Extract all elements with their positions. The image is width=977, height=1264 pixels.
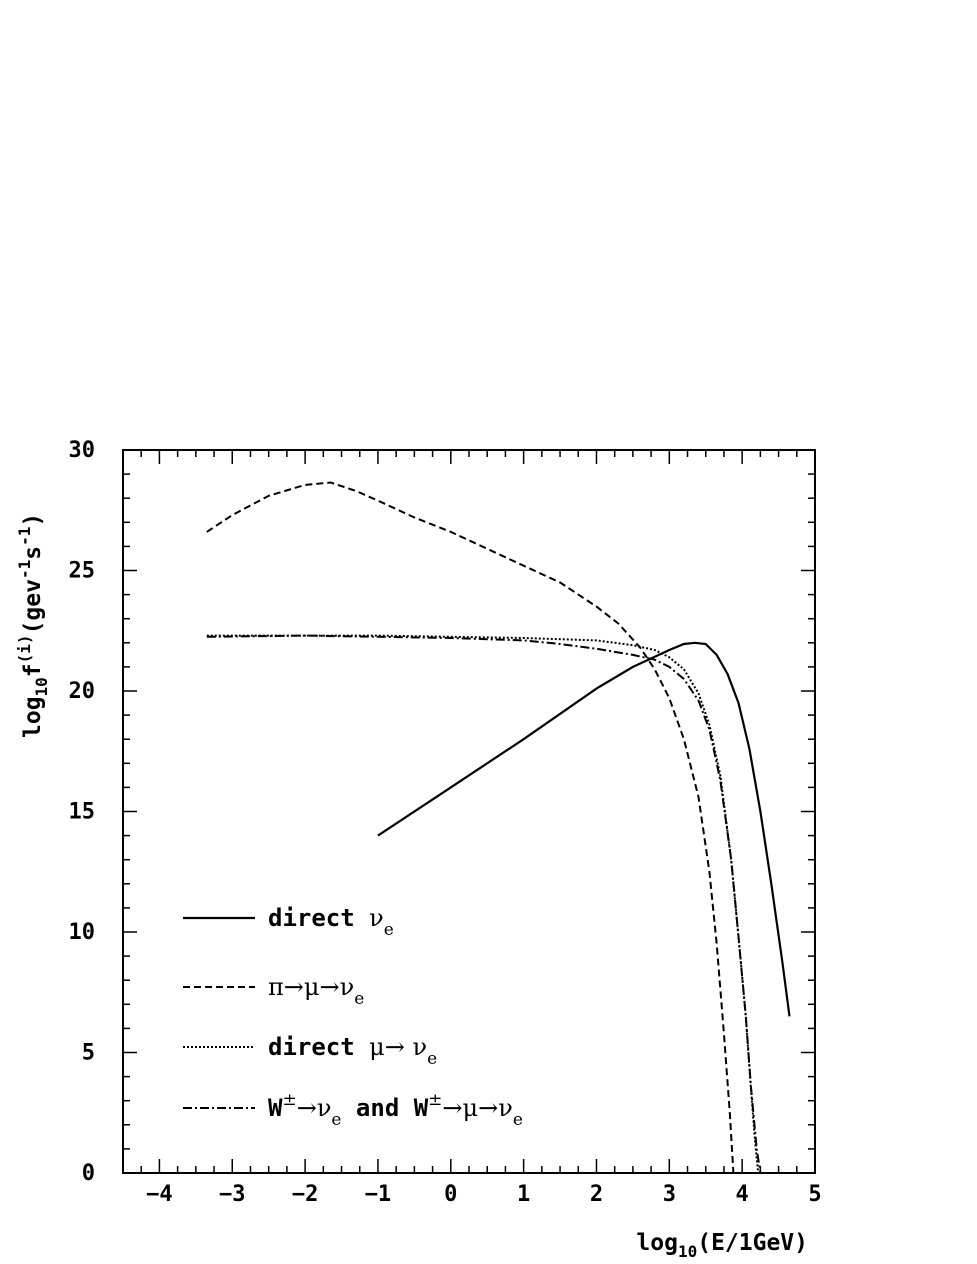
legend-label-2: π→μ→νe (268, 973, 364, 1009)
series-line-2-dashed (206, 481, 735, 1174)
x-tick-label: 3 (663, 1182, 676, 1207)
legend-text-segment: e (513, 1110, 523, 1130)
legend-text-segment: W (268, 1094, 283, 1122)
legend-text-segment: e (331, 1110, 341, 1130)
x-tick-label: −1 (365, 1182, 392, 1207)
legend-text-segment: and W (341, 1094, 428, 1122)
legend-text-segment: e (354, 989, 364, 1009)
x-tick-label: 0 (444, 1182, 457, 1207)
legend-label-3: direct μ→ νe (268, 1033, 437, 1069)
y-axis-label: log10f(i)(gev-1s-1) (15, 513, 51, 738)
x-tick-label: 1 (517, 1182, 530, 1207)
legend-text-segment: μ→ ν (369, 1033, 427, 1061)
y-tick-label: 30 (69, 438, 96, 463)
legend-text-segment: direct (268, 904, 369, 932)
legend-text-segment: ± (428, 1090, 442, 1110)
y-tick-label: 0 (82, 1161, 95, 1186)
x-tick-label: 5 (808, 1182, 821, 1207)
series-line-1-solid (377, 641, 791, 1017)
y-tick-label: 15 (69, 800, 96, 825)
series-line-4-dashdot (206, 634, 762, 1174)
legend-text-segment: e (384, 920, 394, 940)
y-tick-label: 10 (69, 920, 96, 945)
y-tick-label: 5 (82, 1041, 95, 1066)
y-tick-label: 20 (69, 679, 96, 704)
legend-label-1: direct νe (268, 904, 394, 940)
x-tick-label: −3 (219, 1182, 246, 1207)
tick-labels-layer: −4 −3 −2 −1 0 1 2 3 4 5 0 5 10 15 20 25 30 (69, 438, 822, 1207)
x-tick-label: −4 (146, 1182, 173, 1207)
series-line-3-dotted (206, 634, 760, 1174)
x-tick-label: −2 (292, 1182, 319, 1207)
legend-label-4: W±→νe and W±→μ→νe (268, 1090, 523, 1130)
legend-text-segment: ν (369, 904, 384, 932)
legend-text-segment: →ν (297, 1094, 332, 1122)
legend-text-segment: e (427, 1049, 437, 1069)
plot-frame (122, 449, 816, 1174)
y-tick-label: 25 (69, 559, 96, 584)
legend-text-segment: direct (268, 1033, 369, 1061)
legend-text-segment: π→μ→ν (268, 973, 354, 1001)
ticks-layer (122, 449, 816, 1174)
x-tick-label: 4 (736, 1182, 749, 1207)
x-tick-label: 2 (590, 1182, 603, 1207)
legend-text-segment: ± (282, 1090, 296, 1110)
series-layer (206, 481, 791, 1174)
legend-text-segment: →μ→ν (442, 1094, 512, 1122)
x-axis-label: log10(E/1GeV) (636, 1230, 808, 1261)
